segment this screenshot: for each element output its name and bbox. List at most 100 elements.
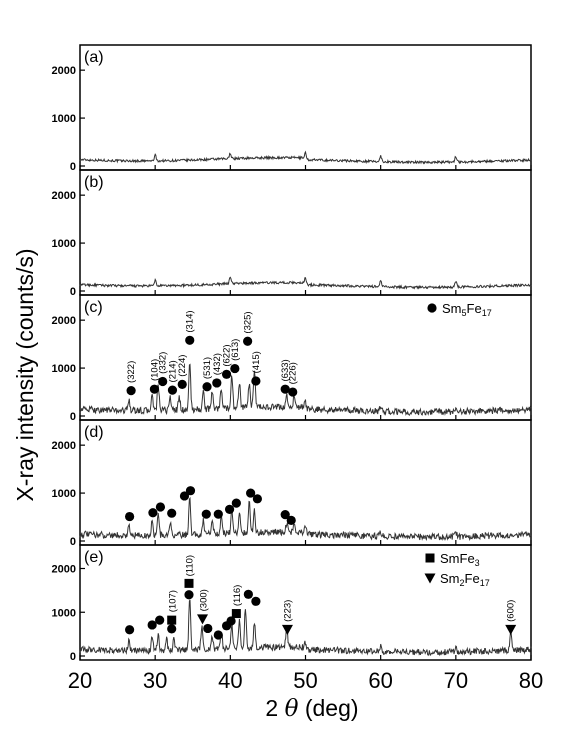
panel-b: 0 1000 2000 (b) — [52, 169, 532, 298]
panel-label: (c) — [84, 299, 103, 316]
peak-marker-circle — [125, 511, 135, 522]
peak-marker-circle — [243, 336, 253, 346]
peak-marker-circle — [167, 624, 177, 634]
x-axis-title: 2 θ (deg) — [265, 695, 358, 722]
hkl-label: (116) — [232, 585, 243, 606]
peak-marker-circle — [246, 488, 256, 498]
peak-marker-circle — [203, 623, 213, 634]
y-tick-label: 1000 — [52, 488, 76, 500]
hkl-label: (226) — [288, 362, 299, 384]
hkl-label: (110) — [185, 555, 196, 576]
panel-e: 0 1000 2000 (e) (107) (110) (300) (116) (223) (60… — [52, 544, 532, 663]
legend-marker-circle — [427, 303, 437, 313]
panel-label: (a) — [84, 49, 104, 66]
peak-marker-circle — [179, 491, 190, 501]
x-tick-label: 20 — [68, 668, 92, 693]
peak-marker-circle — [280, 384, 290, 394]
panel-label: (d) — [84, 424, 104, 441]
hkl-label: (600) — [506, 600, 517, 622]
peak-marker-triangle — [281, 624, 293, 635]
xrd-trace — [79, 496, 532, 542]
y-tick-label: 0 — [70, 411, 76, 423]
legend-marker-triangle — [424, 573, 436, 584]
peak-marker-square — [167, 615, 177, 625]
peak-marker-circle — [224, 504, 235, 514]
hkl-label: (531) — [202, 357, 213, 379]
xrd-trace — [79, 363, 532, 417]
xrd-trace — [79, 276, 532, 290]
peak-marker-circle — [125, 625, 135, 635]
hkl-label: (613) — [230, 339, 241, 361]
peak-marker-circle — [226, 616, 236, 626]
peak-marker-circle — [213, 509, 223, 519]
peak-marker-circle — [251, 596, 261, 606]
x-tick-label: 80 — [519, 668, 543, 693]
legend-entry: SmFe3 — [440, 551, 480, 568]
peak-marker-square — [184, 578, 194, 588]
peak-marker-circle — [243, 589, 253, 599]
hkl-label: (325) — [243, 311, 254, 333]
peak-marker-circle — [185, 486, 196, 496]
hkl-label: (432) — [212, 353, 223, 375]
peak-marker-circle — [230, 363, 240, 374]
xrd-trace — [79, 599, 532, 657]
peak-marker-circle — [158, 376, 168, 387]
y-tick-label: 2000 — [52, 315, 76, 327]
y-tick-label: 0 — [70, 161, 76, 173]
panel-c: 0 1000 2000 (c) (322) (104)(332)(214)(224) (31… — [52, 294, 532, 423]
peak-marker-triangle — [505, 624, 517, 635]
x-tick-label: 60 — [368, 668, 392, 693]
hkl-label: (223) — [282, 600, 293, 622]
peak-marker-circle — [167, 385, 178, 395]
peak-marker-circle — [202, 382, 212, 392]
peak-marker-circle — [167, 508, 177, 518]
peak-marker-circle — [184, 590, 194, 600]
legend-entry: Sm2Fe17 — [440, 571, 490, 588]
hkl-label: (622) — [222, 344, 233, 366]
y-axis-title: X-ray intensity (counts/s) — [12, 248, 38, 501]
x-tick-label: 50 — [293, 668, 317, 693]
panel-d: 0 1000 2000 (d) — [52, 419, 532, 548]
hkl-label: (633) — [280, 359, 291, 381]
hkl-label: (415) — [251, 351, 262, 373]
x-tick-label: 70 — [444, 668, 468, 693]
y-tick-label: 0 — [70, 536, 76, 548]
peak-marker-circle — [213, 630, 223, 640]
peak-marker-square — [231, 609, 241, 619]
x-tick-label: 30 — [143, 668, 167, 693]
hkl-label: (300) — [198, 589, 209, 611]
peak-marker-circle — [212, 378, 222, 388]
peak-marker-circle — [155, 502, 166, 512]
peak-marker-circle — [148, 508, 158, 518]
peak-marker-circle — [231, 498, 241, 508]
peak-marker-circle — [177, 379, 187, 389]
hkl-label: (314) — [185, 310, 196, 332]
peak-marker-circle — [185, 335, 195, 345]
y-tick-label: 0 — [70, 286, 76, 298]
peak-marker-circle — [155, 615, 165, 625]
y-tick-label: 1000 — [52, 113, 76, 125]
peak-marker-circle — [252, 494, 262, 504]
peak-marker-circle — [288, 387, 298, 397]
panel-frame — [79, 169, 532, 296]
peak-marker-circle — [286, 515, 296, 525]
panel-label: (e) — [84, 549, 104, 566]
peak-marker-circle — [251, 376, 261, 386]
panel-a: 0 1000 2000 (a) — [52, 44, 532, 173]
y-tick-label: 1000 — [52, 607, 76, 619]
hkl-label: (214) — [167, 360, 178, 382]
peak-marker-triangle — [197, 614, 209, 625]
legend-entry: Sm5Fe17 — [442, 301, 492, 318]
hkl-label: (224) — [177, 355, 188, 377]
peak-marker-circle — [280, 510, 290, 520]
hkl-label: (322) — [126, 361, 137, 383]
peak-marker-circle — [147, 620, 157, 630]
peak-marker-circle — [221, 369, 232, 379]
legend-marker-square — [425, 553, 435, 563]
peak-marker-circle — [201, 509, 211, 519]
y-tick-label: 2000 — [52, 190, 76, 202]
x-tick-label: 40 — [218, 668, 242, 693]
x-axis: 20 30 40 50 60 70 80 — [68, 668, 543, 693]
y-tick-label: 2000 — [52, 440, 76, 452]
